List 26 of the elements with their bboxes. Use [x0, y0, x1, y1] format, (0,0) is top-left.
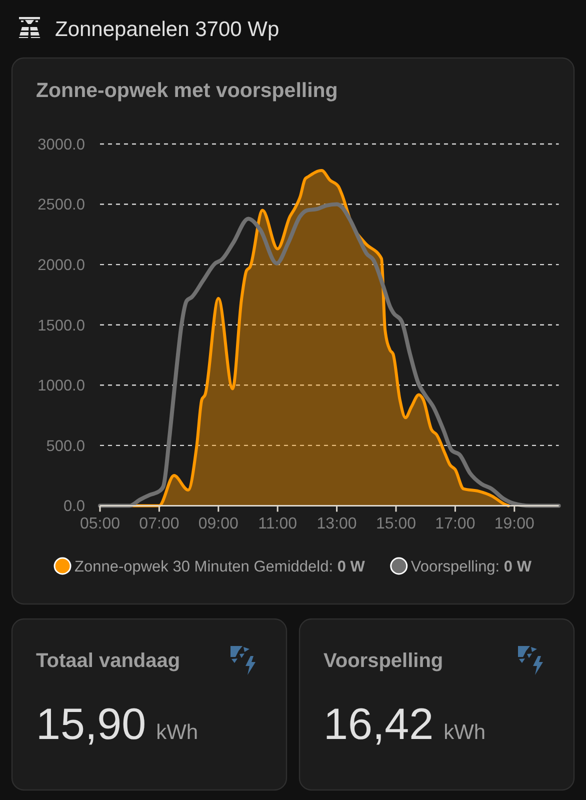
x-tick-label: 11:00: [258, 516, 298, 533]
text: kWh: [444, 721, 486, 744]
text: 15,90: [36, 700, 146, 749]
line-series: [98, 202, 561, 508]
x-tick-label: 09:00: [198, 516, 239, 533]
y-tick-label: 1500.0: [38, 317, 86, 334]
x-tick-label: 15:00: [376, 516, 416, 533]
chart-title: Zonnepanelen 3700 Wp: [55, 18, 280, 41]
text: Voorspelling: [324, 650, 444, 672]
x-tick-label: 05:00: [80, 516, 120, 533]
y-tick-label: 1000.0: [38, 378, 86, 395]
x-tick-label: 07:00: [139, 516, 180, 533]
x-tick-label: 17:00: [435, 516, 476, 533]
x-tick-label: 13:00: [316, 516, 357, 533]
x-tick-label: 19:00: [494, 516, 535, 533]
y-tick-label: 2000.0: [38, 256, 86, 274]
chart-subtitle: Zonne-opwek met voorspelling: [36, 79, 338, 102]
y-tick-label: 0.0: [63, 498, 86, 516]
y-tick-label: 500.0: [46, 438, 86, 455]
y-tick-label: 3000.0: [38, 136, 86, 154]
text: Totaal vandaag: [36, 650, 180, 672]
text: 16,42: [324, 700, 434, 749]
text: kWh: [156, 721, 198, 744]
legend-label: Voorspelling: 0 W: [410, 558, 532, 576]
y-tick-label: 2500.0: [38, 196, 86, 214]
legend-label: Zonne-opwek 30 Minuten Gemiddeld: 0 W: [74, 558, 366, 576]
